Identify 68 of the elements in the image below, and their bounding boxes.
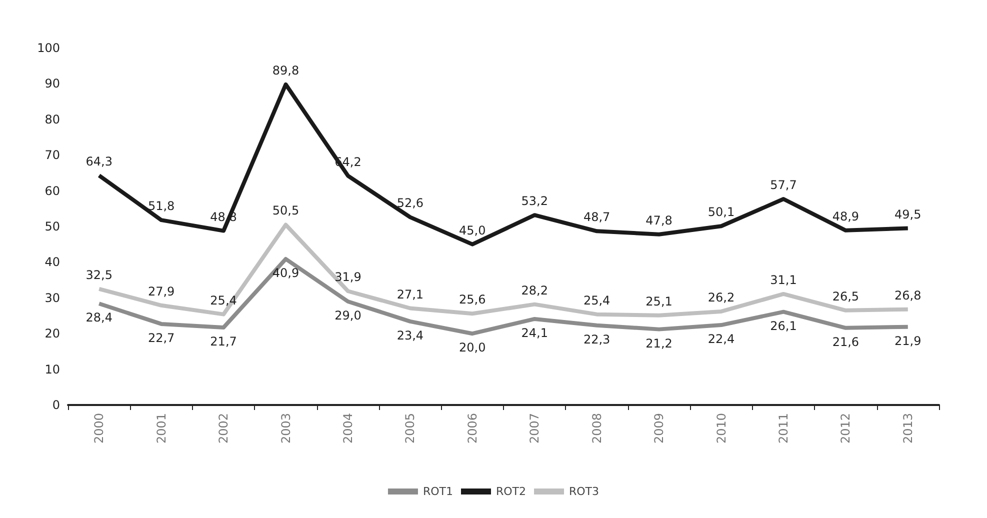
data-label: 50,1 (708, 205, 735, 220)
y-tick-label: 30 (44, 290, 60, 305)
data-label: 24,1 (521, 326, 548, 340)
x-tick-label: 2012 (838, 413, 853, 444)
data-label: 22,4 (708, 332, 735, 346)
data-label: 45,0 (459, 223, 486, 238)
x-tick-label: 2007 (528, 413, 542, 444)
data-label: 28,2 (521, 283, 548, 298)
data-label: 26,2 (708, 290, 735, 304)
data-label: 48,9 (832, 209, 860, 224)
data-label: 28,4 (86, 310, 112, 325)
data-label: 64,3 (86, 154, 112, 168)
data-label: 27,1 (396, 287, 424, 302)
data-label: 20,0 (459, 340, 486, 355)
data-label: 22,7 (148, 330, 175, 345)
y-tick-label: 90 (44, 76, 60, 91)
x-tick-label: 2000 (92, 413, 106, 444)
x-tick-label: 2013 (900, 413, 915, 444)
data-label: 21,2 (646, 336, 672, 350)
x-tick-label: 2008 (590, 413, 604, 444)
data-label: 26,1 (770, 318, 797, 333)
data-label: 32,5 (86, 268, 112, 282)
data-label: 52,6 (396, 196, 424, 210)
y-tick-label: 40 (44, 255, 60, 270)
data-label: 31,1 (770, 272, 797, 287)
x-tick-label: 2006 (465, 413, 480, 444)
legend-label: ROT2 (496, 485, 526, 498)
data-label: 50,5 (272, 204, 300, 218)
data-label: 23,4 (396, 328, 424, 342)
x-tick-label: 2009 (652, 413, 666, 444)
y-tick-label: 50 (44, 220, 60, 234)
y-tick-label: 10 (44, 362, 60, 376)
y-tick-label: 100 (37, 41, 60, 55)
data-label: 25,1 (646, 294, 672, 308)
y-tick-label: 20 (44, 326, 60, 341)
data-label: 53,2 (521, 194, 548, 208)
x-tick-label: 2011 (776, 413, 790, 444)
y-tick-label: 60 (44, 184, 60, 198)
data-label: 89,8 (272, 63, 300, 78)
y-tick-label: 80 (44, 112, 60, 126)
data-label: 47,8 (646, 213, 672, 228)
data-label: 51,8 (148, 199, 175, 214)
y-tick-label: 70 (44, 148, 60, 162)
legend-label: ROT3 (569, 485, 600, 498)
data-label: 29,0 (334, 308, 362, 322)
data-label: 26,8 (894, 288, 922, 302)
data-label: 25,4 (583, 293, 610, 308)
x-tick-label: 2010 (714, 413, 728, 444)
x-tick-label: 2002 (216, 413, 231, 444)
data-label: 25,6 (459, 292, 486, 307)
x-tick-label: 2001 (154, 413, 168, 444)
data-label: 49,5 (894, 207, 922, 222)
x-tick-label: 2003 (278, 413, 293, 444)
data-label: 27,9 (148, 284, 175, 298)
data-label: 26,5 (832, 289, 860, 304)
data-label: 21,7 (210, 334, 237, 349)
data-label: 48,7 (583, 210, 610, 224)
data-label: 21,6 (832, 334, 860, 349)
data-label: 22,3 (583, 332, 610, 346)
data-label: 31,9 (334, 270, 362, 284)
y-tick-label: 0 (52, 398, 60, 412)
data-label: 40,9 (272, 266, 300, 280)
x-tick-label: 2004 (340, 413, 355, 444)
legend-label: ROT1 (422, 485, 454, 498)
data-label: 21,9 (894, 334, 922, 348)
data-label: 57,7 (770, 178, 797, 192)
data-label: 25,4 (210, 293, 237, 308)
x-tick-label: 2005 (403, 413, 418, 444)
